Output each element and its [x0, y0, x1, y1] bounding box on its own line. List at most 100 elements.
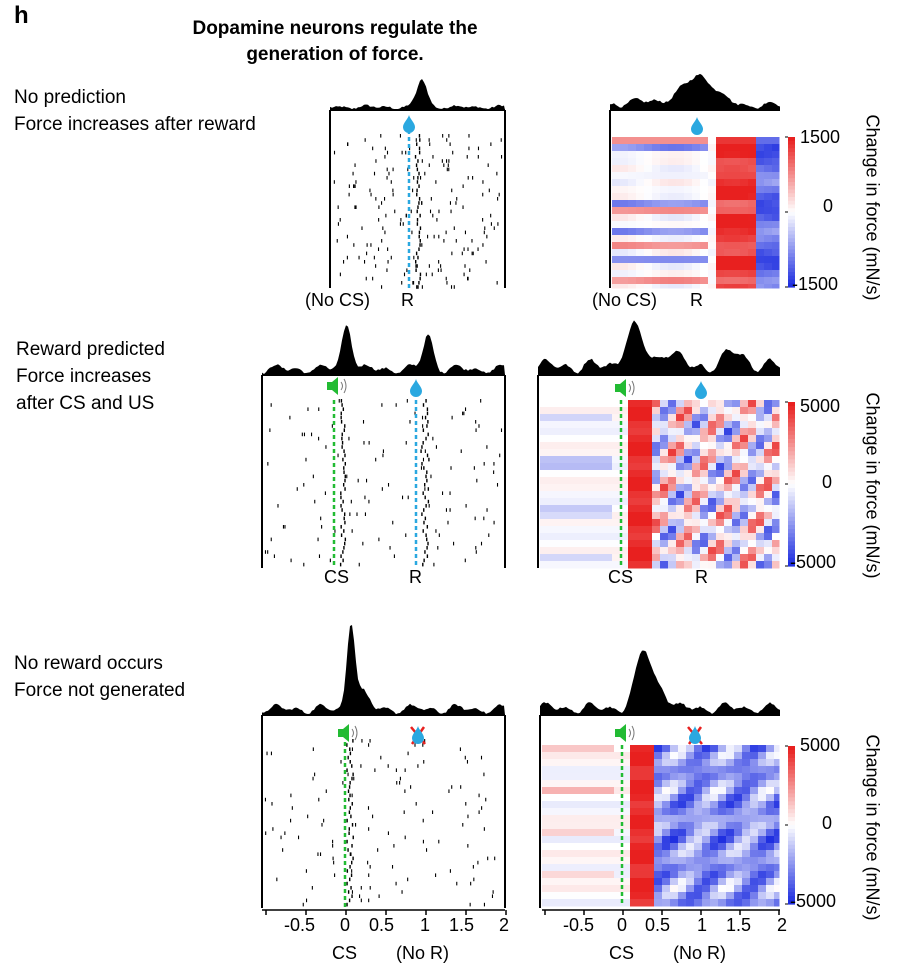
heat-cell: [670, 787, 679, 795]
heat-cell: [582, 892, 591, 900]
heat-cell: [750, 899, 759, 907]
heat-cell: [732, 207, 741, 215]
heat-cell: [652, 270, 661, 278]
raster-2-speaker-icon-wave1: [340, 381, 343, 391]
heat-cell: [694, 871, 703, 879]
heat-cell: [660, 421, 669, 429]
heat-cell: [580, 407, 589, 415]
heat-cell: [670, 766, 679, 774]
heat-cell: [676, 428, 685, 436]
colorbar-cell: [788, 781, 795, 787]
heat-cell: [766, 815, 775, 823]
heat-cell: [604, 414, 613, 422]
heat-cell: [748, 400, 757, 408]
heat-cell: [582, 780, 591, 788]
heat-cell: [620, 151, 629, 159]
heat-cell: [708, 200, 717, 208]
heat-cell: [740, 400, 749, 408]
heat-cell: [662, 871, 671, 879]
heat-cell: [702, 815, 711, 823]
heat-cell: [718, 857, 727, 865]
heat-cell: [748, 484, 757, 492]
heat-cell: [692, 470, 701, 478]
heat-cell: [756, 221, 765, 229]
heat-cell: [652, 284, 661, 289]
heat-cell: [604, 540, 613, 548]
heat-cell: [652, 235, 661, 243]
heatmap-3-tick-2: 2: [777, 915, 788, 935]
heat-cell: [638, 871, 647, 879]
heat-cell: [726, 836, 735, 844]
heat-cell: [692, 512, 701, 520]
heat-cell: [548, 540, 557, 548]
heat-cell: [742, 780, 751, 788]
heat-cell: [660, 554, 669, 562]
heat-cell: [612, 442, 621, 450]
heat-cell: [652, 277, 661, 285]
heat-cell: [724, 151, 733, 159]
heat-cell: [732, 151, 741, 159]
heat-cell: [654, 766, 663, 774]
condition-2-line-1: Reward predicted: [16, 339, 165, 360]
colorbar-cell: [788, 475, 795, 481]
heat-cell: [686, 752, 695, 760]
heat-cell: [764, 263, 773, 271]
heat-cell: [692, 172, 701, 180]
heat-cell: [574, 787, 583, 795]
heat-cell: [678, 794, 687, 802]
heat-cell: [684, 484, 693, 492]
heat-cell: [540, 526, 549, 534]
heat-cell: [684, 207, 693, 215]
heat-cell: [628, 421, 637, 429]
heat-cell: [612, 193, 621, 201]
colorbar-1: [785, 136, 795, 288]
heat-cell: [620, 284, 629, 289]
heat-cell: [670, 836, 679, 844]
heat-cell: [620, 186, 629, 194]
heat-cell: [732, 463, 741, 471]
heat-cell: [710, 822, 719, 830]
colorbar-cell: [788, 283, 795, 288]
heat-cell: [652, 512, 661, 520]
heat-cell: [670, 745, 679, 753]
heat-cell: [756, 463, 765, 471]
heat-cell: [630, 787, 639, 795]
heat-cell: [644, 512, 653, 520]
heat-cell: [734, 815, 743, 823]
heat-cell: [764, 228, 773, 236]
heat-cell: [660, 456, 669, 464]
colorbar-cell: [788, 426, 795, 432]
heat-cell: [590, 773, 599, 781]
heat-cell: [716, 179, 725, 187]
heat-cell: [702, 843, 711, 851]
heat-cell: [612, 137, 621, 145]
heat-cell: [644, 484, 653, 492]
heat-cell: [710, 864, 719, 872]
heat-cell: [758, 829, 767, 837]
heat-cell: [716, 242, 725, 250]
heat-cell: [636, 165, 645, 173]
heat-cell: [582, 899, 591, 907]
colorbar-cell: [788, 163, 795, 168]
heat-cell: [588, 540, 597, 548]
colorbar-2-title: Change in force (mN/s): [862, 392, 883, 579]
colorbar-cell: [788, 197, 795, 202]
heat-cell: [676, 435, 685, 443]
heat-cell: [668, 449, 677, 457]
heat-cell: [764, 463, 773, 471]
colorbar-3-max: 5000: [800, 735, 841, 755]
colorbar-cell: [788, 410, 795, 415]
heat-cell: [750, 871, 759, 879]
heat-cell: [572, 442, 581, 450]
heat-cell: [732, 263, 741, 271]
heat-cell: [676, 151, 685, 159]
heat-cell: [734, 878, 743, 886]
heat-cell: [654, 745, 663, 753]
heat-cell: [604, 449, 613, 457]
heat-cell: [716, 456, 725, 464]
heat-cell: [646, 794, 655, 802]
heat-cell: [660, 498, 669, 506]
heat-cell: [668, 428, 677, 436]
heat-cell: [628, 407, 637, 415]
heat-cell: [750, 759, 759, 767]
